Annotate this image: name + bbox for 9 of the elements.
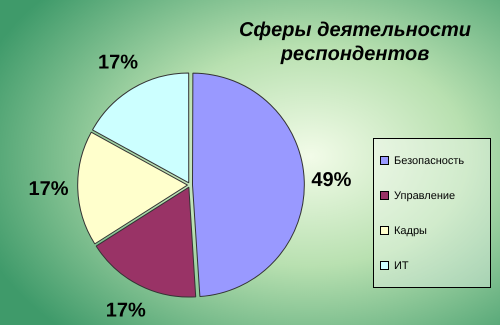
legend-label: Кадры [394, 224, 427, 236]
slice-label: Безопасность [394, 154, 464, 166]
data-label: 17% [98, 52, 138, 74]
legend-label: ИТ [394, 260, 409, 272]
data-label: 17% [106, 300, 146, 322]
data-label: 17% [28, 178, 69, 200]
chart-title: Сферы деятельности респондентов [238, 18, 472, 66]
data-label: 49% [311, 169, 352, 192]
legend-label: Управление [394, 190, 456, 202]
